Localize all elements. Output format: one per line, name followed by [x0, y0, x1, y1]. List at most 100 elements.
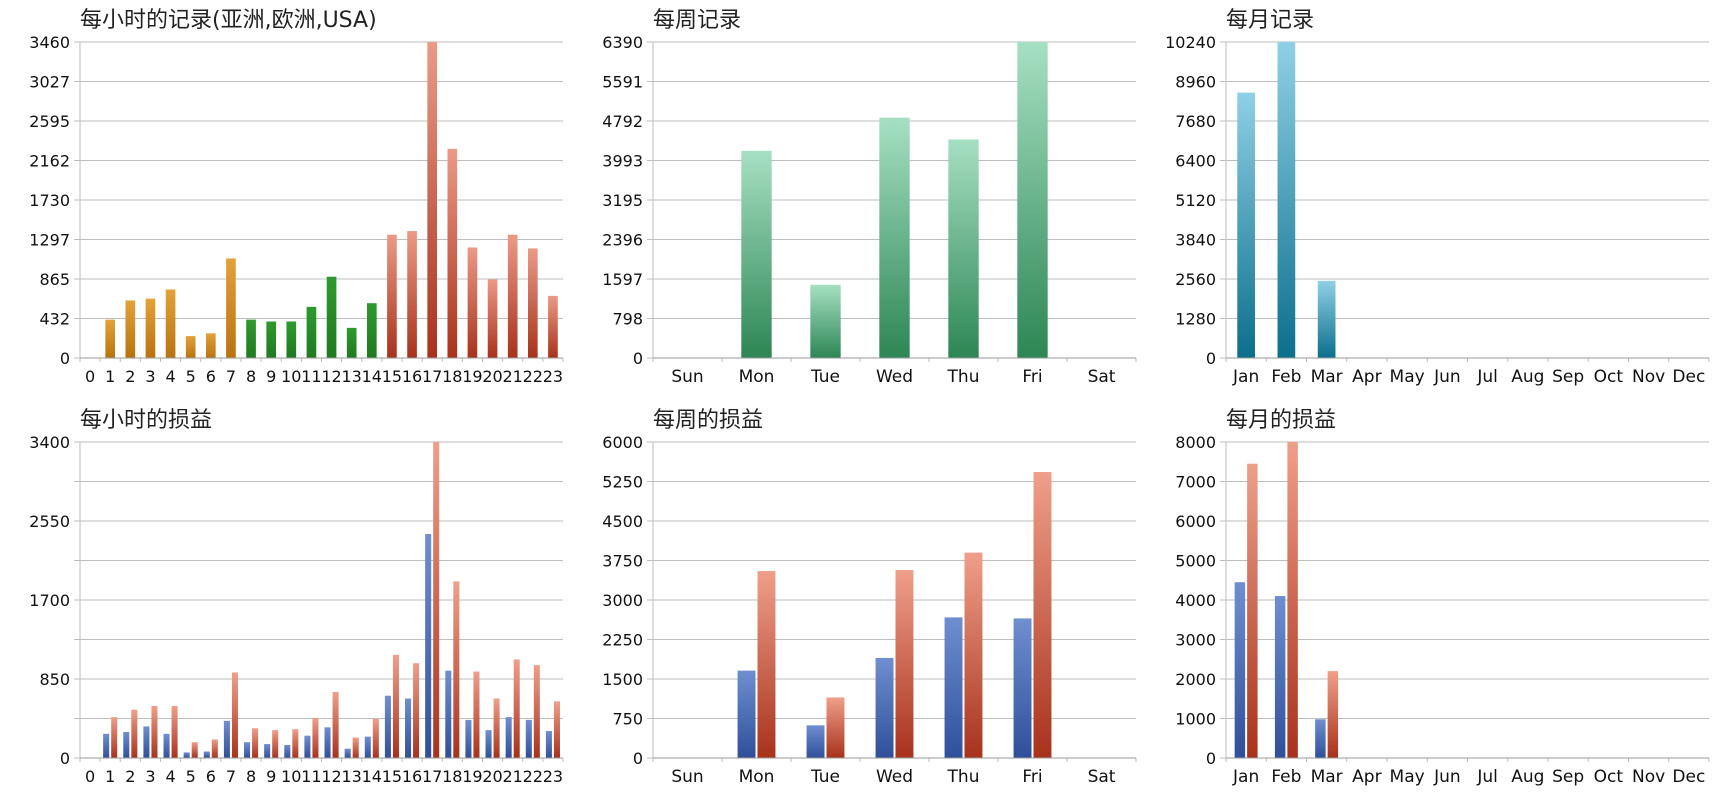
bar — [292, 729, 299, 758]
x-tick-label: Jul — [1476, 367, 1498, 387]
x-tick-label: Sat — [1088, 367, 1116, 387]
bar — [407, 231, 417, 358]
x-tick-label: Thu — [947, 767, 980, 787]
bar — [205, 333, 216, 358]
bar — [445, 670, 452, 758]
y-tick-label: 6390 — [602, 33, 643, 52]
y-tick-label: 8000 — [1175, 433, 1216, 452]
bar — [757, 571, 776, 758]
x-tick-label: Fri — [1022, 367, 1042, 387]
y-tick-label: 3400 — [29, 433, 70, 452]
bar — [505, 717, 512, 758]
bar — [372, 718, 379, 758]
bar — [1287, 442, 1298, 758]
x-tick-label: Feb — [1271, 767, 1301, 787]
x-tick-label: Oct — [1594, 767, 1624, 787]
bar — [1234, 582, 1246, 758]
x-tick-label: Sep — [1552, 367, 1584, 387]
bar — [810, 284, 841, 358]
y-tick-label: 6000 — [1175, 512, 1216, 531]
bar — [467, 247, 478, 358]
bar — [392, 654, 399, 758]
chart-plot: 0 798 1597 2396 3195 3993 4792 5591 6390 Sun Mon Tu… — [602, 33, 1137, 387]
x-tick-label: 10 — [281, 767, 301, 786]
bar — [151, 705, 158, 758]
bar — [553, 701, 560, 758]
bar — [304, 735, 311, 758]
bar — [1274, 596, 1286, 758]
bar — [879, 117, 910, 358]
bar — [286, 321, 297, 358]
weekly-records-chart: 0 798 1597 2396 3195 3993 4792 5591 6390 Sun Mon Tu… — [573, 0, 1146, 400]
y-tick-label: 3993 — [602, 152, 643, 171]
bar — [266, 321, 277, 358]
x-tick-label: 11 — [301, 367, 321, 386]
x-tick-label: Jan — [1232, 367, 1259, 387]
x-tick-label: 10 — [281, 367, 301, 386]
x-tick-label: 19 — [462, 767, 482, 786]
bar — [223, 720, 230, 758]
bar — [465, 719, 472, 758]
bar — [346, 327, 357, 358]
x-tick-label: 2 — [125, 367, 135, 386]
x-tick-label: Oct — [1594, 367, 1624, 387]
bar — [344, 748, 351, 758]
bar — [473, 671, 480, 758]
bar — [948, 139, 979, 358]
bar — [895, 569, 914, 758]
x-tick-label: 3 — [145, 367, 155, 386]
y-tick-label: 7000 — [1175, 473, 1216, 492]
y-tick-label: 10240 — [1165, 33, 1216, 52]
bar — [183, 752, 190, 758]
bar — [226, 258, 236, 358]
monthly-records-chart: 0 1280 2560 3840 5120 6400 7680 8960 10240 Jan Feb… — [1146, 0, 1719, 400]
y-tick-label: 4792 — [602, 112, 643, 131]
x-tick-label: Nov — [1632, 767, 1665, 787]
chart-title: 每周记录 — [653, 8, 742, 33]
y-tick-label: 1500 — [602, 670, 643, 689]
x-tick-label: 23 — [543, 767, 563, 786]
y-tick-label: 4000 — [1175, 591, 1216, 610]
bar — [527, 248, 538, 358]
bar — [203, 751, 210, 758]
y-tick-label: 1700 — [29, 591, 70, 610]
bar — [507, 234, 518, 358]
x-tick-label: Jan — [1232, 767, 1259, 787]
x-tick-label: Tue — [810, 767, 840, 787]
bar — [312, 718, 319, 758]
x-tick-label: 8 — [246, 767, 256, 786]
x-tick-label: 22 — [523, 367, 543, 386]
y-tick-label: 0 — [1206, 749, 1216, 768]
x-tick-label: Wed — [876, 767, 913, 787]
bar — [737, 670, 756, 758]
bar — [252, 728, 259, 758]
bar — [425, 534, 432, 758]
bar — [964, 552, 983, 758]
y-tick-label: 4500 — [602, 512, 643, 531]
y-tick-label: 1730 — [29, 191, 70, 210]
y-tick-label: 5120 — [1175, 191, 1216, 210]
x-tick-label: 1 — [105, 767, 115, 786]
y-tick-label: 3000 — [602, 591, 643, 610]
x-tick-label: 16 — [402, 767, 422, 786]
x-tick-label: Fri — [1022, 767, 1042, 787]
y-tick-label: 2000 — [1175, 670, 1216, 689]
x-tick-label: 11 — [301, 767, 321, 786]
x-tick-label: 9 — [266, 767, 276, 786]
bar — [123, 731, 130, 758]
y-tick-label: 3750 — [602, 552, 643, 571]
x-tick-label: 8 — [246, 367, 256, 386]
monthly-pnl-chart: 0 1000 2000 3000 4000 5000 6000 7000 8000 Jan Feb M… — [1146, 400, 1719, 800]
hourly-pnl-chart: 0 850 1700 2550 3400 0 1 2 3 4 5 6 7 8 9 10 11 12 13 14 15 16… — [0, 400, 573, 800]
hourly-records-chart: 0 432 865 1297 1730 2162 2595 3027 3460 0 1 2 3 4 5 6 7 8… — [0, 0, 573, 400]
x-tick-label: Tue — [810, 367, 840, 387]
bar — [246, 319, 256, 358]
x-tick-label: 15 — [382, 367, 402, 386]
bar — [326, 276, 337, 358]
y-tick-label: 3195 — [602, 191, 643, 210]
y-tick-label: 432 — [39, 310, 70, 329]
x-tick-label: 13 — [342, 767, 362, 786]
y-tick-label: 0 — [633, 749, 643, 768]
bar — [272, 730, 279, 758]
